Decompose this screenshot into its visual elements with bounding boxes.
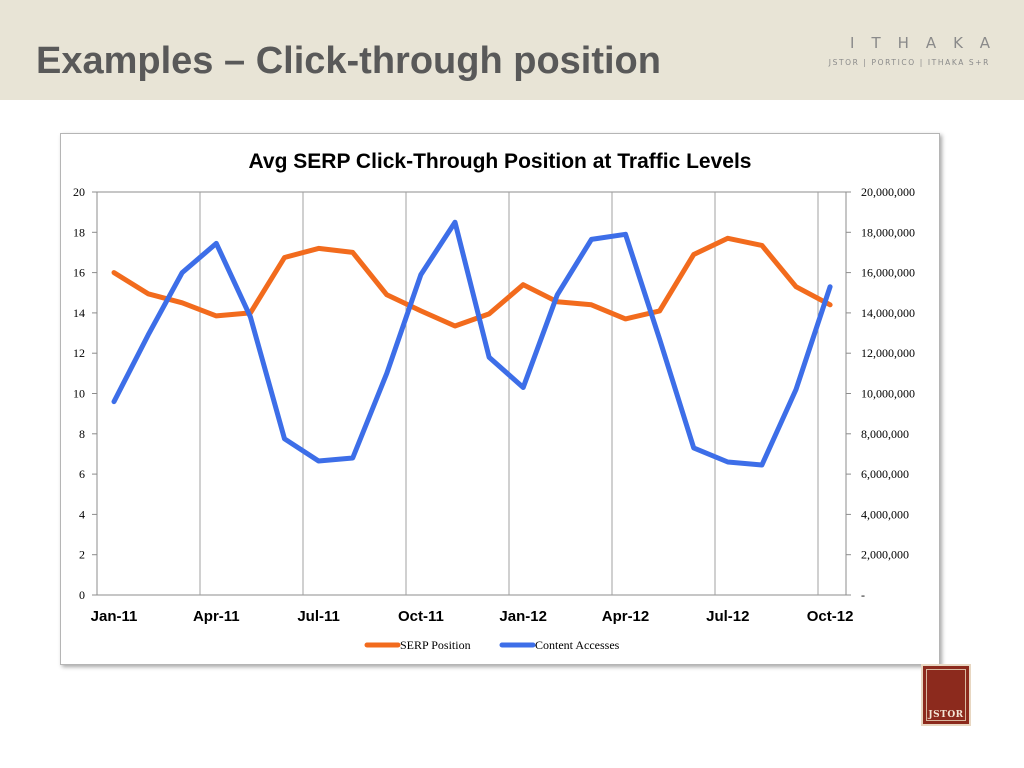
left-axis-tick-label: 20: [73, 185, 85, 199]
right-axis-tick-label: 6,000,000: [861, 467, 909, 481]
left-axis-tick-label: 18: [73, 225, 85, 239]
x-axis-tick-label: Jan-12: [499, 608, 547, 625]
left-axis-tick-label: 16: [73, 266, 85, 280]
left-axis-tick-label: 10: [73, 387, 85, 401]
x-axis-tick-label: Apr-12: [602, 608, 650, 625]
right-axis-tick-label: 2,000,000: [861, 548, 909, 562]
header-bar: Examples – Click-through position ITHAKA…: [0, 0, 1024, 100]
left-axis-tick-label: 12: [73, 346, 85, 360]
right-axis-tick-label: 10,000,000: [861, 387, 915, 401]
right-axis-tick-label: 14,000,000: [861, 306, 915, 320]
logo-border: [926, 669, 966, 721]
chart-title: Avg SERP Click-Through Position at Traff…: [249, 150, 752, 173]
right-axis-tick-label: 20,000,000: [861, 185, 915, 199]
right-axis-tick-label: 8,000,000: [861, 427, 909, 441]
left-axis-tick-label: 4: [79, 507, 85, 521]
left-axis-tick-label: 0: [79, 588, 85, 602]
slide-title: Examples – Click-through position: [36, 40, 661, 82]
right-axis-tick-label: 18,000,000: [861, 225, 915, 239]
right-axis-tick-label: 12,000,000: [861, 346, 915, 360]
x-axis-tick-label: Oct-11: [398, 608, 444, 625]
legend-label: Content Accesses: [535, 638, 620, 652]
x-axis-tick-label: Jan-11: [91, 608, 138, 625]
x-axis-tick-label: Jul-12: [706, 608, 749, 625]
line-chart: Avg SERP Click-Through Position at Traff…: [73, 150, 915, 652]
x-axis-tick-label: Oct-12: [807, 608, 854, 625]
left-axis-tick-label: 2: [79, 548, 85, 562]
logo-text: JSTOR: [928, 710, 964, 720]
jstor-logo: JSTOR: [921, 664, 971, 726]
left-axis-tick-label: 8: [79, 427, 85, 441]
legend-label: SERP Position: [400, 638, 471, 652]
left-axis-tick-label: 14: [73, 306, 85, 320]
right-axis-tick-label: 16,000,000: [861, 266, 915, 280]
brand-subtitle: JSTOR | PORTICO | ITHAKA S+R: [828, 58, 990, 67]
left-axis-tick-label: 6: [79, 467, 85, 481]
ithaka-brand: ITHAKA JSTOR | PORTICO | ITHAKA S+R: [829, 34, 990, 67]
brand-name: ITHAKA: [850, 34, 1007, 52]
right-axis-tick-label: -: [861, 588, 865, 602]
x-axis-tick-label: Apr-11: [193, 608, 240, 625]
chart-frame: Avg SERP Click-Through Position at Traff…: [60, 133, 940, 665]
series-line-content-accesses: [111, 219, 833, 468]
right-axis-tick-label: 4,000,000: [861, 507, 909, 521]
x-axis-tick-label: Jul-11: [297, 608, 340, 625]
series-line-serp-position: [111, 235, 833, 329]
